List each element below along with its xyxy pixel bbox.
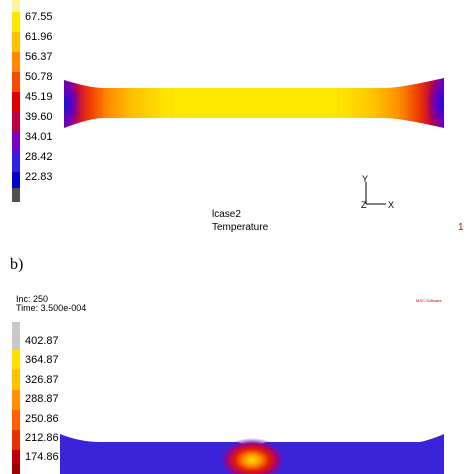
legend-value-b-7: 174.86 — [25, 451, 59, 463]
legend-value-b-4: 288.87 — [25, 393, 59, 405]
legend-value-6: 39.60 — [25, 111, 53, 123]
legend-swatch-top-1 — [12, 0, 20, 12]
panel-label-b: b) — [10, 256, 24, 273]
quantity-label: Temperature — [212, 222, 269, 233]
legend-value-8: 28.42 — [25, 151, 53, 163]
legend-value-b-2: 364.87 — [25, 354, 59, 366]
temperature-contour-plot — [64, 78, 444, 128]
stress-contour-plot — [60, 434, 444, 474]
legend-value-b-3: 326.87 — [25, 374, 59, 386]
legend-swatch-b-2 — [12, 350, 20, 370]
legend-value-b-6: 212.86 — [25, 432, 59, 444]
legend-value-9: 22.83 — [25, 171, 53, 183]
increment-label: Inc: 250 — [16, 294, 49, 304]
time-label: Time: 3.500e-004 — [16, 303, 87, 313]
legend-value-b-5: 250.86 — [25, 413, 59, 425]
legend-value-3: 56.37 — [25, 51, 53, 63]
axis-label-z: Z — [361, 200, 367, 210]
legend-swatch-6 — [12, 112, 20, 132]
legend-swatch-b-6 — [12, 430, 20, 450]
legend-value-7: 34.01 — [25, 131, 53, 143]
legend-swatch-4 — [12, 72, 20, 92]
legend-swatch-b-5 — [12, 410, 20, 430]
legend-swatch-b-3 — [12, 370, 20, 390]
axis-label-x: X — [388, 200, 395, 210]
case-label: lcase2 — [212, 209, 241, 220]
legend-swatch-1 — [12, 12, 20, 32]
legend-swatch-7 — [12, 132, 20, 152]
axis-triad-icon — [365, 182, 386, 205]
axis-label-y: Y — [362, 174, 369, 184]
legend-value-5: 45.19 — [25, 91, 53, 103]
legend-value-2: 61.96 — [25, 31, 53, 43]
legend-swatch-b-7 — [12, 450, 20, 464]
legend-swatch-5 — [12, 92, 20, 112]
legend-swatch-9 — [12, 172, 20, 188]
legend-swatch-3 — [12, 52, 20, 72]
legend-value-b-1: 402.87 — [25, 335, 59, 347]
page-index: 1 — [458, 222, 464, 233]
legend-swatch-8 — [12, 152, 20, 172]
legend-swatch-b-4 — [12, 390, 20, 410]
legend-swatch-b-1 — [12, 322, 20, 350]
legend-swatch-2 — [12, 32, 20, 52]
legend-swatch-b-8 — [12, 464, 20, 474]
legend-value-1: 67.55 — [25, 11, 53, 23]
legend-swatch-10 — [12, 188, 20, 202]
msc-logo: MSC.Software — [416, 298, 442, 303]
legend-value-4: 50.78 — [25, 71, 53, 83]
